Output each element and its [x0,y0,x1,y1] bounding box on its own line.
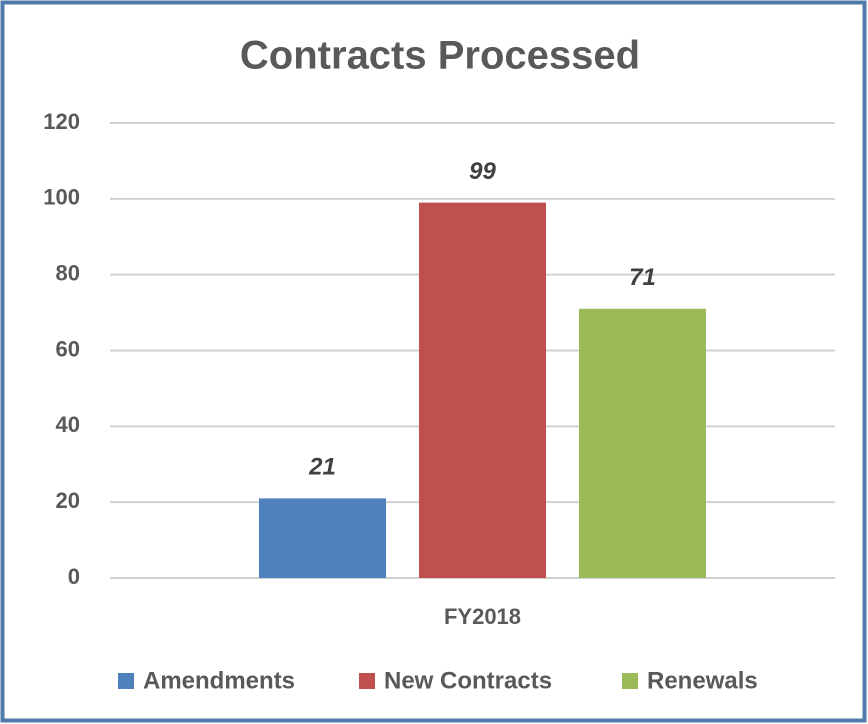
data-label: 99 [469,158,496,185]
y-tick-label: 100 [43,185,80,210]
legend-label: Renewals [647,667,758,694]
y-tick-label: 0 [68,564,80,589]
y-tick-label: 40 [56,412,80,437]
legend-swatch [622,673,638,689]
chart-title: Contracts Processed [240,34,640,78]
legend-swatch [118,673,134,689]
bar [419,202,546,578]
legend-label: New Contracts [384,667,552,694]
y-tick-label: 120 [43,109,80,134]
y-tick-label: 20 [56,488,80,513]
bar [579,308,706,578]
data-label: 21 [308,454,336,481]
y-tick-label: 60 [56,336,80,361]
legend-swatch [359,673,375,689]
x-tick-label: FY2018 [444,604,521,629]
bar [259,498,386,578]
y-tick-label: 80 [56,260,80,285]
data-label: 71 [629,264,656,291]
legend-label: Amendments [143,667,295,694]
